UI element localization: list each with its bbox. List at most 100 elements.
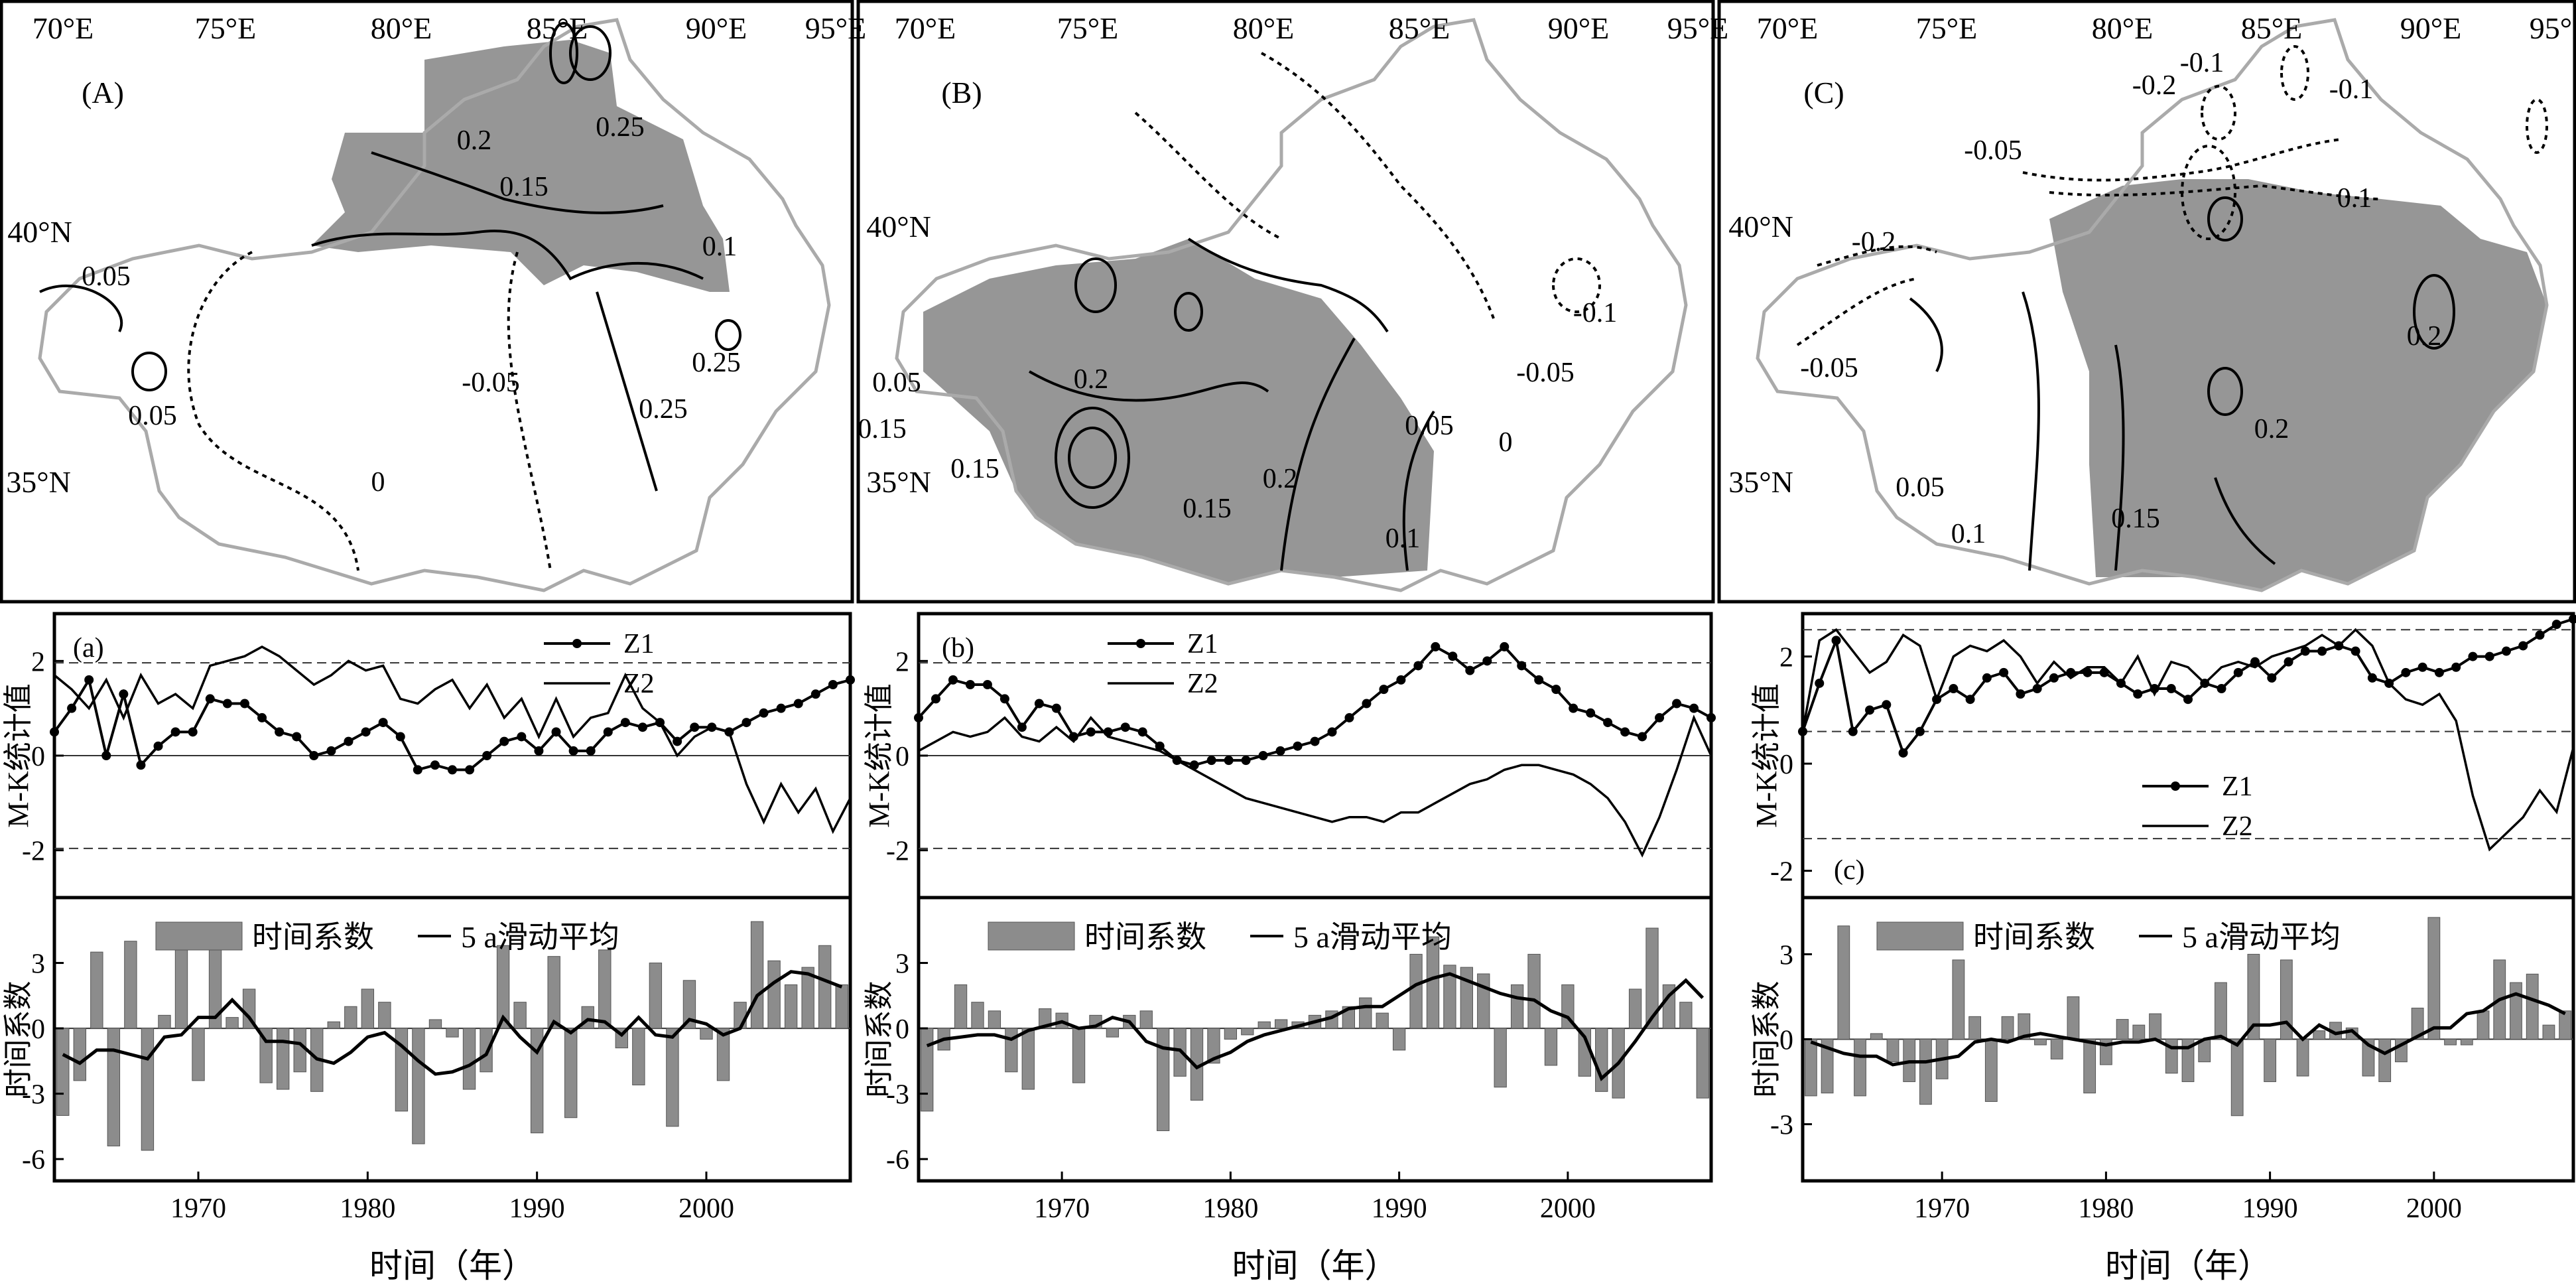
bar	[1696, 1028, 1709, 1099]
bar	[225, 1017, 239, 1029]
lon-tick-label: 80°E	[2092, 11, 2154, 45]
moving-average-line	[926, 972, 1705, 1081]
bar	[2181, 1039, 2195, 1083]
region-boundary	[38, 18, 831, 592]
series-point	[84, 675, 94, 685]
panel-label: (c)	[1834, 855, 1865, 886]
bar	[462, 1028, 476, 1090]
legend-z1-marker	[1136, 639, 1145, 648]
series-point	[1206, 756, 1216, 766]
bar	[2510, 982, 2522, 1040]
bar	[716, 1028, 730, 1081]
bar	[1544, 1028, 1558, 1066]
legend-z1-label: Z1	[1187, 629, 1218, 659]
panel-label: (b)	[942, 633, 974, 663]
region-boundary	[1756, 18, 2549, 592]
contour-line	[1817, 245, 1937, 267]
x-axis-label: 时间（年）	[2105, 1247, 2271, 1284]
bar	[2149, 1013, 2161, 1040]
series-point	[965, 680, 975, 689]
contour-line	[2201, 85, 2237, 141]
lon-tick-label: 75°E	[1916, 11, 1978, 45]
y-axis-label: 时间系数	[863, 981, 895, 1098]
series-point	[982, 680, 992, 689]
contour-label: 0.15	[1183, 494, 1232, 524]
series-point	[1086, 727, 1096, 737]
lon-tick-label: 95°E	[805, 11, 867, 45]
bar	[1274, 1019, 1288, 1029]
contour-label: -0.05	[1800, 353, 1858, 383]
series-point	[136, 760, 146, 770]
series-point	[586, 746, 596, 756]
series-point	[1137, 727, 1147, 737]
panel-label: (A)	[82, 76, 124, 109]
series-point	[517, 732, 527, 742]
contour-label: -0.1	[2329, 74, 2374, 105]
series-point	[239, 699, 249, 709]
bar	[734, 1002, 747, 1029]
series-point	[1344, 712, 1354, 722]
lat-tick-label: 35°N	[866, 465, 931, 499]
bar	[327, 1021, 340, 1029]
bar-frame	[917, 896, 1713, 1183]
bar	[1072, 1028, 1086, 1083]
series-point	[1620, 727, 1630, 737]
contour-label: -0.2	[2132, 70, 2177, 101]
legend-bar-swatch	[988, 921, 1075, 951]
contour-label: 0.2	[457, 125, 492, 156]
series-point	[1275, 746, 1285, 756]
series-point	[2484, 651, 2494, 661]
lon-tick-label: 70°E	[32, 11, 94, 45]
bar	[954, 984, 968, 1029]
series-point	[2250, 657, 2260, 667]
bar	[649, 963, 663, 1029]
series-point	[828, 680, 838, 689]
series-point	[430, 760, 440, 770]
legend-z1-label: Z1	[623, 629, 655, 659]
series-point	[119, 689, 129, 699]
contour-label: -0.05	[1516, 358, 1575, 388]
contour-label: 0.05	[1405, 411, 1454, 441]
series-point	[1638, 732, 1647, 742]
bar	[1207, 1028, 1220, 1064]
map-frame	[1717, 0, 2576, 604]
series-point	[378, 718, 388, 728]
bar	[1821, 1039, 1834, 1094]
y-tick-label: 0	[31, 742, 45, 772]
series-point	[1982, 673, 1992, 683]
bar	[547, 956, 560, 1029]
bar	[276, 1028, 290, 1090]
series-point	[1155, 741, 1165, 751]
series-point	[292, 732, 302, 742]
series-point	[1120, 722, 1130, 732]
series-point	[1293, 741, 1303, 751]
bar	[293, 1028, 306, 1073]
series-point	[1465, 665, 1475, 675]
series-point	[2183, 695, 2193, 705]
contour-line	[596, 291, 658, 492]
contour-label: 0.05	[128, 401, 177, 431]
lon-tick-label: 80°E	[1233, 11, 1295, 45]
map-panels: 70°E 75°E 80°E 85°E 90°E 95°E40°N35°N(A)0.250…	[0, 0, 2576, 604]
series-point	[101, 751, 111, 760]
series-point	[448, 765, 457, 775]
legend-line-label: 5 a滑动平均	[2182, 920, 2341, 954]
bar	[1409, 953, 1423, 1029]
lon-tick-label: 75°E	[195, 11, 257, 45]
bar	[158, 1014, 171, 1029]
series-point	[465, 765, 475, 775]
bar	[124, 941, 137, 1029]
x-tick-label: 1990	[2242, 1193, 2298, 1224]
x-tick-label: 1980	[340, 1193, 395, 1224]
contour-line	[715, 319, 742, 351]
bar	[412, 1028, 425, 1144]
lon-tick-label: 70°E	[1757, 11, 1819, 45]
series-point	[2284, 657, 2293, 667]
y-tick-label: 0	[895, 1014, 909, 1045]
contour-label: -0.05	[1964, 135, 2022, 166]
y-tick-label: 3	[895, 949, 909, 980]
contour-line	[1187, 237, 1389, 333]
bar	[2427, 917, 2441, 1040]
bar	[2411, 1008, 2424, 1040]
